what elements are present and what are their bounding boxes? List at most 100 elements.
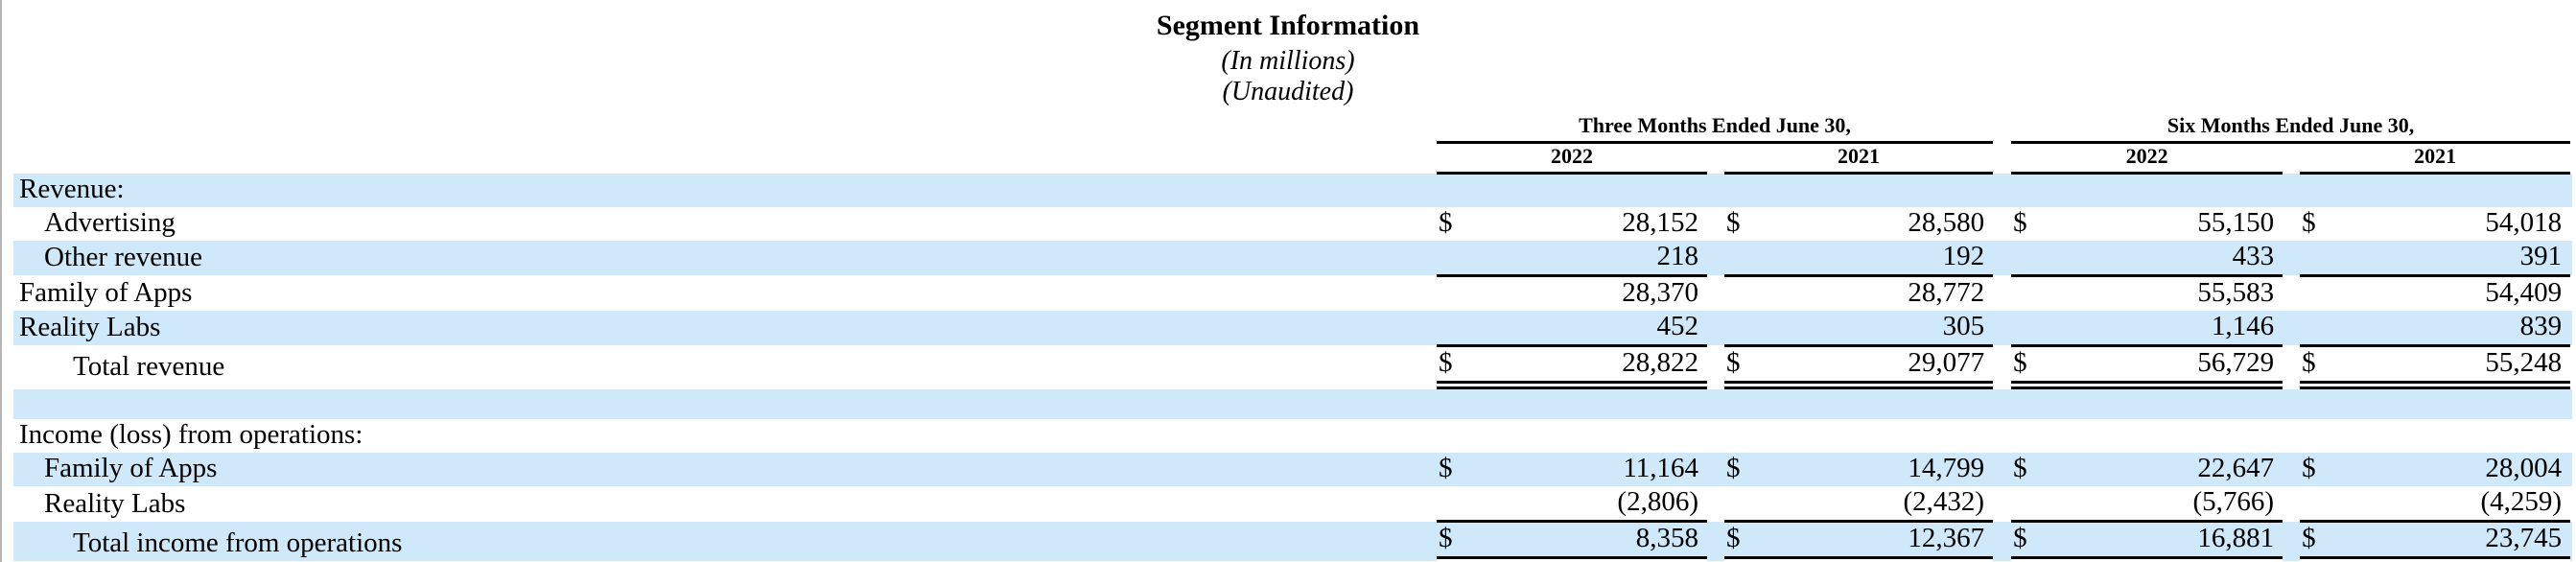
- right-pad: [2570, 207, 2572, 241]
- dollar-sign-cell: [2011, 173, 2050, 207]
- dollar-sign-cell: $: [1726, 206, 1741, 238]
- value-cell: 28,772: [1908, 276, 1985, 308]
- dollar-sign-cell: [1437, 275, 1475, 311]
- header-spacer: [13, 143, 1437, 174]
- column-gap: [2283, 240, 2301, 275]
- row-label: Reality Labs: [13, 310, 1437, 345]
- row-label: Revenue:: [13, 173, 1437, 207]
- dollar-sign-cell: $: [1439, 206, 1453, 238]
- column-gap: [1707, 345, 1724, 385]
- value-cell: 12,367: [1763, 521, 1994, 562]
- dollar-sign-cell: $: [1724, 521, 1763, 562]
- value-cell: 55,583: [2197, 276, 2275, 308]
- value-cell: 28,004: [2338, 453, 2571, 486]
- row-label: Total revenue: [73, 351, 225, 382]
- column-gap: [2283, 275, 2300, 311]
- dollar-sign-cell: [1437, 419, 1475, 453]
- dollar-sign-cell: [2300, 240, 2339, 277]
- dollar-sign-cell: [2300, 419, 2338, 453]
- right-pad: [2570, 240, 2573, 275]
- dollar-sign-cell: [1724, 275, 1763, 311]
- column-gap: [1993, 275, 2011, 311]
- value-cell: 28,152: [1622, 206, 1698, 238]
- right-pad: [2570, 275, 2572, 311]
- value-cell: 839: [2338, 310, 2571, 347]
- table-row: [13, 385, 2573, 419]
- right-pad: [2570, 143, 2572, 174]
- dollar-sign-cell: $: [2011, 453, 2050, 486]
- column-gap: [2283, 453, 2301, 486]
- dollar-sign-cell: [1724, 240, 1763, 277]
- group-header-six-months: Six Months Ended June 30,: [2011, 113, 2571, 144]
- dollar-sign-cell: [1724, 419, 1763, 453]
- column-gap: [1707, 486, 1724, 522]
- dollar-sign-cell: [2300, 486, 2339, 523]
- year-header: 2022: [1437, 142, 1707, 175]
- value-cell: (5,766): [2049, 486, 2283, 523]
- group-header-three-months: Three Months Ended June 30,: [1437, 113, 1994, 144]
- table-row: Other revenue 218 192 433 391: [13, 240, 2573, 277]
- column-gap: [1707, 310, 1724, 345]
- table-row: Family of Apps 28,370 28,772 55,583 54,409: [13, 275, 2572, 311]
- dollar-sign-cell: [1724, 486, 1763, 523]
- dollar-sign-cell: [1437, 240, 1475, 277]
- table-row: Family of Apps $11,164 $14,799 $22,647 $28,0…: [13, 453, 2573, 486]
- table-row: Total revenue $28,822 $29,077 $56,729 $55,24…: [13, 345, 2572, 389]
- year-header-row: 2022 2021 2022 2021: [13, 142, 2572, 175]
- value-cell: [1475, 173, 1707, 207]
- value-cell: 29,077: [1763, 345, 1994, 389]
- column-gap: [1993, 453, 2012, 486]
- dollar-sign-cell: [2300, 275, 2338, 311]
- dollar-sign-cell: $: [2300, 345, 2339, 389]
- column-gap: [1993, 345, 2011, 385]
- page-title: Segment Information: [1156, 10, 1420, 41]
- value-cell: 16,881: [2049, 521, 2283, 562]
- column-gap: [1707, 275, 1724, 311]
- value-cell: 11,164: [1475, 453, 1707, 486]
- dollar-sign-cell: $: [1724, 345, 1763, 389]
- right-pad: [2570, 310, 2573, 345]
- value-cell: [1763, 419, 1993, 453]
- column-gap: [1707, 173, 1724, 207]
- right-pad: [2570, 113, 2572, 143]
- row-label: Reality Labs: [44, 487, 186, 519]
- column-gap: [1707, 143, 1724, 174]
- year-header: 2021: [2300, 142, 2571, 175]
- column-gap: [2283, 207, 2300, 241]
- value-cell: 56,729: [2049, 345, 2283, 389]
- value-cell: 54,018: [2485, 206, 2563, 238]
- column-gap: [2283, 419, 2300, 453]
- subtitle-in-millions: (In millions): [1221, 46, 1355, 76]
- value-cell: 23,745: [2338, 521, 2571, 562]
- dollar-sign-cell: [1724, 173, 1763, 207]
- segment-information-table: Three Months Ended June 30, Six Months E…: [13, 113, 2573, 562]
- dollar-sign-cell: $: [2300, 453, 2339, 486]
- column-gap: [1993, 173, 2012, 207]
- value-cell: 1,146: [2049, 310, 2283, 347]
- year-header: 2021: [1724, 142, 1994, 175]
- value-cell: [2338, 173, 2571, 207]
- column-gap: [1993, 207, 2011, 241]
- column-gap: [2283, 173, 2301, 207]
- value-cell: 55,248: [2338, 345, 2571, 389]
- dollar-sign-cell: $: [1437, 521, 1475, 562]
- value-cell: [1475, 419, 1707, 453]
- row-label: Family of Apps: [13, 453, 1437, 486]
- right-pad: [2570, 173, 2573, 207]
- column-gap: [2283, 486, 2300, 522]
- value-cell: 305: [1763, 310, 1994, 347]
- column-gap: [1707, 240, 1724, 275]
- value-cell: 22,647: [2049, 453, 2283, 486]
- dollar-sign-cell: [2011, 419, 2049, 453]
- table-row: Reality Labs 452 305 1,146 839: [13, 310, 2573, 347]
- column-gap: [2283, 143, 2300, 174]
- dollar-sign-cell: [2300, 173, 2339, 207]
- dollar-sign-cell: $: [2011, 345, 2050, 389]
- column-gap: [1707, 419, 1724, 453]
- value-cell: 28,580: [1908, 206, 1985, 238]
- table-row: Reality Labs (2,806) (2,432) (5,766) (4,259): [13, 486, 2572, 523]
- table-row: Revenue:: [13, 173, 2573, 207]
- value-cell: [2049, 419, 2283, 453]
- table-row: Advertising $28,152 $28,580 $55,150 $54,018: [13, 207, 2572, 241]
